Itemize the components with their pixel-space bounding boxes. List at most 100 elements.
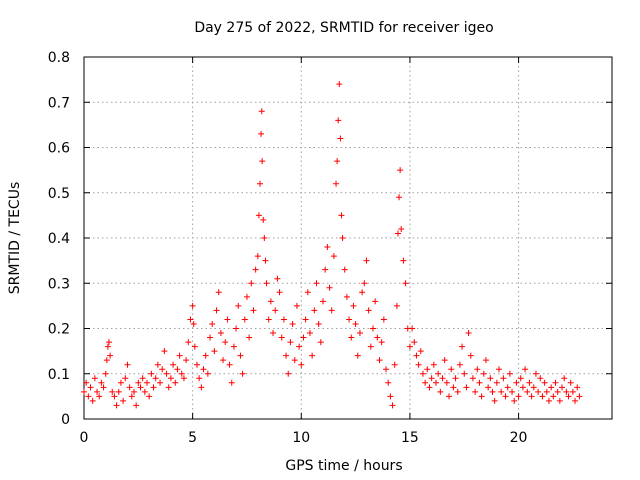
data-point [334, 158, 341, 165]
data-point [443, 379, 450, 386]
data-point [369, 325, 376, 332]
data-point [228, 379, 235, 386]
data-point [335, 117, 342, 124]
data-point [150, 384, 157, 391]
data-point [565, 393, 572, 400]
data-point [190, 320, 197, 327]
data-point [482, 357, 489, 364]
data-point [485, 384, 492, 391]
data-point [291, 357, 298, 364]
data-point [506, 370, 513, 377]
data-point [283, 352, 290, 359]
data-point [393, 302, 400, 309]
data-point [213, 307, 220, 314]
data-point [241, 316, 248, 323]
data-point [202, 352, 209, 359]
data-point [167, 375, 174, 382]
data-point [161, 348, 168, 355]
data-point [259, 158, 266, 165]
data-point [478, 393, 485, 400]
data-point [254, 253, 261, 260]
data-point [246, 334, 253, 341]
data-series-srmtid [81, 81, 583, 409]
data-point [567, 379, 574, 386]
y-tick-labels: 0 0.1 0.2 0.3 0.4 0.5 0.6 0.7 0.8 [48, 50, 70, 428]
data-point [215, 289, 222, 296]
data-point [239, 370, 246, 377]
data-point [115, 388, 122, 395]
data-point [280, 316, 287, 323]
data-point [207, 334, 214, 341]
data-point [141, 388, 148, 395]
data-point [243, 293, 250, 300]
data-point [337, 135, 344, 142]
data-point [204, 370, 211, 377]
data-point [397, 167, 404, 174]
data-point [556, 397, 563, 404]
data-point [428, 375, 435, 382]
data-point [230, 343, 237, 350]
data-point [224, 316, 231, 323]
data-point [396, 194, 403, 201]
data-point [122, 375, 129, 382]
data-point [144, 379, 151, 386]
data-point [519, 384, 526, 391]
data-point [517, 375, 524, 382]
data-point [504, 384, 511, 391]
data-point [426, 384, 433, 391]
y-tick-label: 0.7 [48, 95, 70, 111]
data-point [569, 388, 576, 395]
data-point [157, 379, 164, 386]
data-point [183, 357, 190, 364]
data-point [128, 393, 135, 400]
data-point [524, 388, 531, 395]
data-point [91, 375, 98, 382]
data-point [545, 397, 552, 404]
data-point [248, 280, 255, 287]
data-point [304, 289, 311, 296]
data-point [493, 379, 500, 386]
data-point [311, 307, 318, 314]
data-point [543, 388, 550, 395]
data-point [528, 393, 535, 400]
data-point [220, 357, 227, 364]
x-tick-label: 20 [510, 430, 528, 446]
x-tick-label: 5 [188, 430, 197, 446]
data-point [255, 212, 262, 219]
data-point [513, 379, 520, 386]
data-point [343, 293, 350, 300]
data-point [461, 370, 468, 377]
data-point [152, 375, 159, 382]
data-point [498, 388, 505, 395]
data-point [400, 257, 407, 264]
data-point [406, 343, 413, 350]
data-point [258, 130, 265, 137]
data-point [463, 384, 470, 391]
data-point [261, 235, 268, 241]
data-point [372, 298, 379, 305]
data-point [250, 307, 257, 314]
data-point [165, 384, 172, 391]
data-point [487, 375, 494, 382]
data-point [502, 393, 509, 400]
data-point [450, 384, 457, 391]
data-point [413, 352, 420, 359]
data-point [489, 388, 496, 395]
data-point [302, 316, 309, 323]
data-point [226, 361, 233, 368]
x-tick-labels: 0 5 10 15 20 [80, 430, 528, 446]
data-point [433, 379, 439, 386]
data-point [424, 366, 431, 373]
data-point [336, 81, 343, 88]
data-point [365, 307, 372, 314]
data-point [535, 388, 542, 395]
data-point [417, 348, 424, 355]
data-point [330, 253, 337, 260]
data-point [537, 375, 544, 382]
data-point [285, 370, 292, 377]
data-point [313, 280, 320, 287]
data-point [532, 370, 539, 377]
data-point [191, 343, 198, 350]
data-point [559, 384, 566, 391]
data-point [263, 280, 270, 287]
